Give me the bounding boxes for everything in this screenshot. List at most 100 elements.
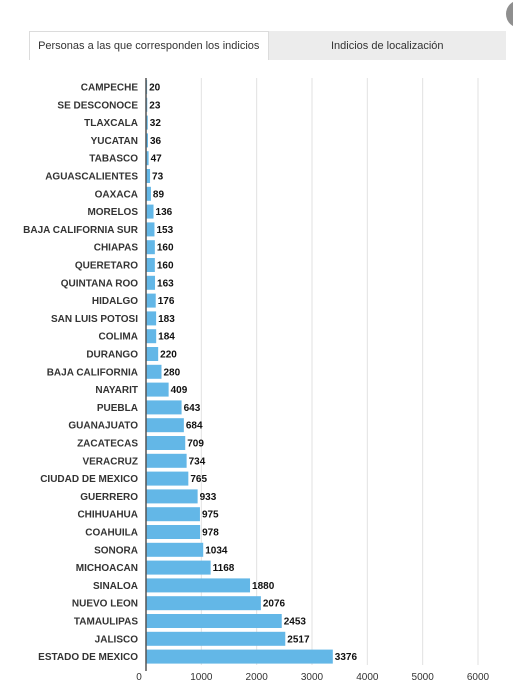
value-label: 280 [163,367,180,378]
bar[interactable] [146,400,182,415]
bar[interactable] [146,614,282,628]
value-label: 153 [156,225,173,236]
category-label: TLAXCALA [84,118,138,129]
bar[interactable] [146,311,157,326]
category-label: PUEBLA [97,403,138,414]
value-label: 163 [157,278,174,289]
x-tick-label: 2000 [246,672,269,683]
category-label: CHIAPAS [94,243,139,254]
value-label: 183 [158,314,175,325]
value-label: 709 [187,439,204,450]
x-tick-label: 6000 [467,672,490,683]
category-label: BAJA CALIFORNIA SUR [23,225,139,236]
x-tick-label: 5000 [412,672,435,683]
bar[interactable] [146,453,187,468]
category-label: NUEVO LEON [72,599,138,610]
bar[interactable] [146,596,261,611]
tab-bar: Personas a las que corresponden los indi… [29,31,506,60]
category-label: CHIHUAHUA [77,510,138,521]
value-label: 160 [157,261,174,272]
tab-indicios-localizacion[interactable]: Indicios de localización [268,31,506,60]
category-label: SE DESCONOCE [57,100,138,111]
bar[interactable] [146,489,198,504]
category-label: SONORA [94,545,138,556]
corner-button[interactable] [506,0,513,28]
category-label: CIUDAD DE MEXICO [40,474,138,485]
bar[interactable] [146,560,211,575]
bar[interactable] [146,240,155,255]
value-label: 3376 [335,652,358,663]
category-label: AGUASCALIENTES [45,172,138,183]
category-label: COLIMA [99,332,138,343]
value-label: 160 [157,243,174,254]
bar[interactable] [146,329,157,344]
bar[interactable] [146,382,169,397]
value-label: 2076 [263,599,286,610]
bar[interactable] [146,347,159,361]
bar[interactable] [146,471,189,486]
category-label: QUINTANA ROO [61,278,138,289]
bar[interactable] [146,115,148,130]
value-label: 73 [152,172,164,183]
category-label: CAMPECHE [81,83,139,94]
bar[interactable] [146,418,184,433]
bar[interactable] [146,364,162,379]
bar[interactable] [146,631,286,646]
value-label: 978 [202,528,219,539]
bar[interactable] [146,542,204,557]
category-label: ZACATECAS [77,439,138,450]
bar[interactable] [146,293,156,308]
x-tick-label: 1000 [190,672,213,683]
value-label: 47 [151,154,163,165]
category-label: JALISCO [95,634,139,645]
value-label: 36 [150,136,162,147]
value-label: 409 [171,385,188,396]
bar[interactable] [146,649,333,664]
bar[interactable] [146,133,148,148]
category-label: HIDALGO [92,296,138,307]
value-label: 643 [184,403,201,414]
bar[interactable] [146,151,149,166]
value-label: 684 [186,421,203,432]
tab-personas[interactable]: Personas a las que corresponden los indi… [29,31,269,60]
value-label: 136 [156,207,173,218]
value-label: 220 [160,350,177,361]
category-label: COAHUILA [85,528,138,539]
value-label: 1034 [205,545,228,556]
category-label: MICHOACAN [76,563,138,574]
x-tick-label: 4000 [356,672,379,683]
value-label: 1168 [213,563,235,574]
category-label: OAXACA [95,189,138,200]
x-tick-label: 0 [136,672,142,683]
bar[interactable] [146,525,201,539]
category-label: ESTADO DE MEXICO [38,652,138,663]
value-label: 1880 [252,581,275,592]
category-label: TAMAULIPAS [74,617,138,628]
value-label: 734 [189,456,206,467]
category-label: VERACRUZ [82,456,138,467]
bar[interactable] [146,275,156,290]
category-label: DURANGO [86,350,138,361]
bar[interactable] [146,222,155,237]
category-label: NAYARIT [95,385,138,396]
value-label: 23 [149,100,161,111]
bar[interactable] [146,507,200,522]
category-label: SINALOA [93,581,138,592]
value-label: 2453 [284,617,307,628]
value-label: 933 [200,492,217,503]
value-label: 2517 [287,634,310,645]
category-label: MORELOS [87,207,138,218]
bar[interactable] [146,578,251,593]
bar[interactable] [146,436,186,450]
value-label: 176 [158,296,175,307]
value-label: 89 [153,189,165,200]
bar[interactable] [146,169,151,183]
value-label: 184 [158,332,175,343]
value-label: 20 [149,83,161,94]
category-label: QUERETARO [75,261,138,272]
bar[interactable] [146,186,151,201]
bar[interactable] [146,204,154,219]
bar[interactable] [146,258,155,272]
value-label: 765 [190,474,207,485]
